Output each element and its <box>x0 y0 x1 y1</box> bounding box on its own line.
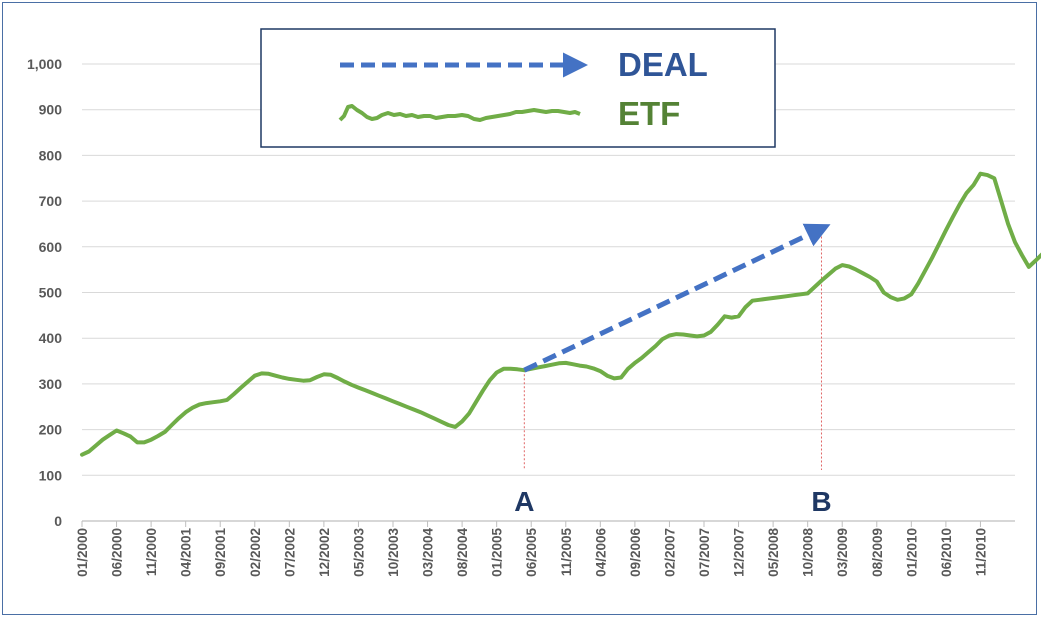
deal-arrow <box>523 223 831 373</box>
x-tick-label: 05/2008 <box>766 528 781 577</box>
legend: DEAL ETF <box>260 28 776 148</box>
x-tick-label: 04/2006 <box>593 528 608 577</box>
x-tick-label: 05/2003 <box>351 528 366 577</box>
x-tick-label: 01/2010 <box>904 528 919 577</box>
y-tick-label: 400 <box>39 330 63 346</box>
x-tick-label: 10/2003 <box>386 528 401 577</box>
x-tick-label: 01/2005 <box>490 528 505 577</box>
x-tick-label: 12/2002 <box>317 528 332 577</box>
legend-etf-label: ETF <box>618 95 680 132</box>
x-tick-label: 07/2007 <box>697 528 712 577</box>
x-tick-label: 07/2002 <box>282 528 297 577</box>
y-tick-label: 300 <box>39 376 63 392</box>
y-tick-label: 1,000 <box>27 56 62 72</box>
x-tick-label: 03/2004 <box>421 528 436 577</box>
y-tick-label: 200 <box>39 422 63 438</box>
x-tick-label: 09/2001 <box>213 528 228 577</box>
annotation-label-a: A <box>514 486 534 517</box>
legend-deal-label: DEAL <box>618 46 708 83</box>
y-tick-label: 500 <box>39 285 63 301</box>
x-tick-label: 02/2007 <box>662 528 677 577</box>
y-tick-label: 900 <box>39 102 63 118</box>
x-tick-label: 08/2009 <box>870 528 885 577</box>
x-tick-label: 12/2007 <box>732 528 747 577</box>
x-tick-label: 04/2001 <box>179 528 194 577</box>
x-tick-label: 08/2004 <box>455 528 470 577</box>
annotation-label-b: B <box>811 486 831 517</box>
series <box>80 171 1041 457</box>
legend-box <box>260 28 776 148</box>
x-tick-label: 06/2000 <box>110 528 125 577</box>
legend-etf-swatch <box>338 104 581 122</box>
axes: 0 100 200 300 400 500 600 700 800 900 1,000 01/2000… <box>27 56 1015 577</box>
x-tick-label: 10/2008 <box>801 528 816 577</box>
y-tick-label: 100 <box>39 467 63 483</box>
x-tick-label: 06/2005 <box>524 528 539 577</box>
x-tick-label: 09/2006 <box>628 528 643 577</box>
series-line-etf <box>80 171 1041 457</box>
y-tick-label: 700 <box>39 193 63 209</box>
x-tick-label: 01/2000 <box>75 528 90 577</box>
y-tick-label: 800 <box>39 147 63 163</box>
x-tick-label: 11/2000 <box>144 528 159 576</box>
y-tick-label: 0 <box>54 513 62 529</box>
x-tick-label: 11/2005 <box>559 528 574 577</box>
x-tick-label: 02/2002 <box>248 528 263 577</box>
x-tick-label: 11/2010 <box>973 528 988 576</box>
x-tick-label: 03/2009 <box>835 528 850 577</box>
x-tick-label: 06/2010 <box>939 528 954 577</box>
y-tick-label: 600 <box>39 239 63 255</box>
